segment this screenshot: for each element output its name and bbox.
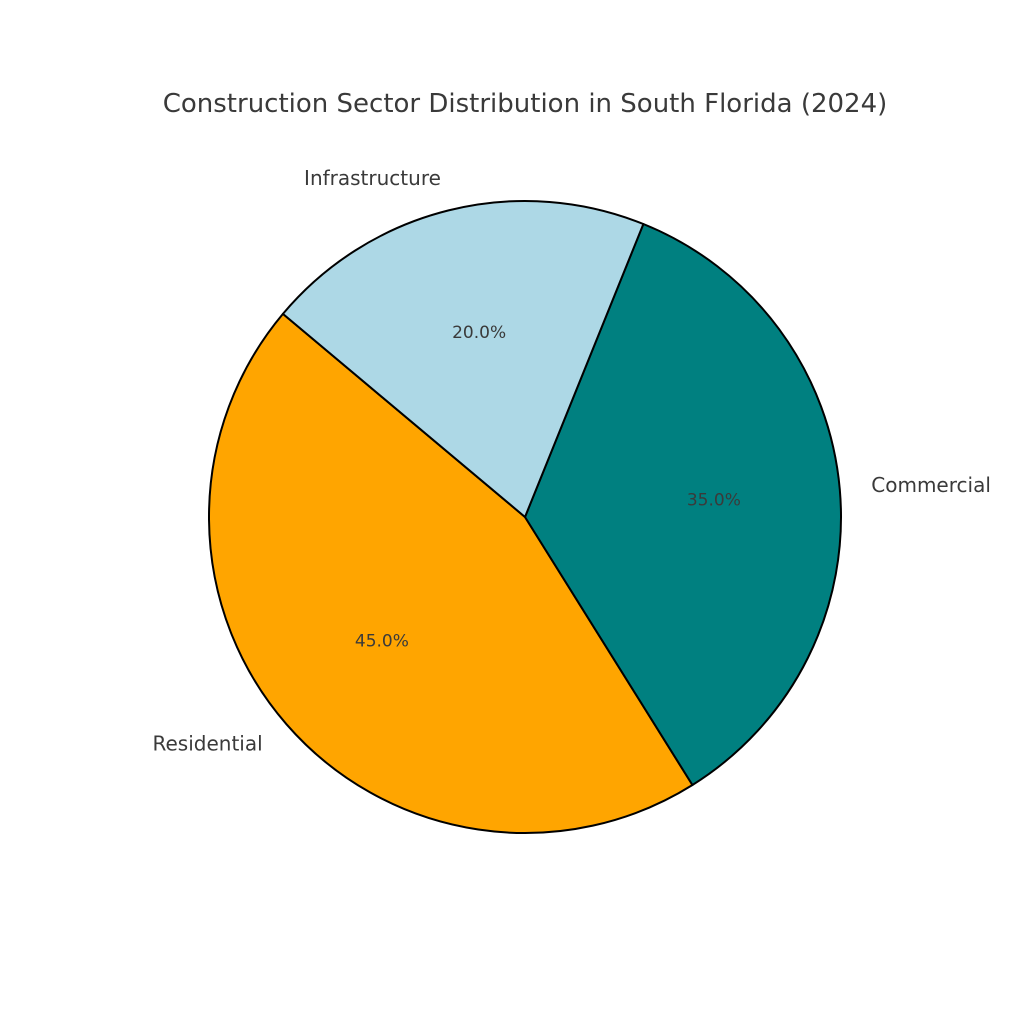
- chart-title: Construction Sector Distribution in Sout…: [163, 89, 888, 119]
- slice-label-residential: Residential: [152, 732, 262, 756]
- slice-percent-infrastructure: 20.0%: [452, 323, 506, 343]
- slice-label-commercial: Commercial: [871, 473, 991, 497]
- pie-labels: Residential 45.0% Commercial 35.0% Infrastru…: [152, 166, 990, 755]
- slice-percent-commercial: 35.0%: [687, 490, 741, 510]
- pie-slice-residential: [208, 312, 694, 834]
- pie-slice-commercial: [524, 223, 842, 786]
- pie-slice-infrastructure: [281, 200, 645, 518]
- slice-label-infrastructure: Infrastructure: [304, 166, 441, 190]
- slice-percent-residential: 45.0%: [355, 631, 409, 651]
- pie-slices: [208, 200, 842, 834]
